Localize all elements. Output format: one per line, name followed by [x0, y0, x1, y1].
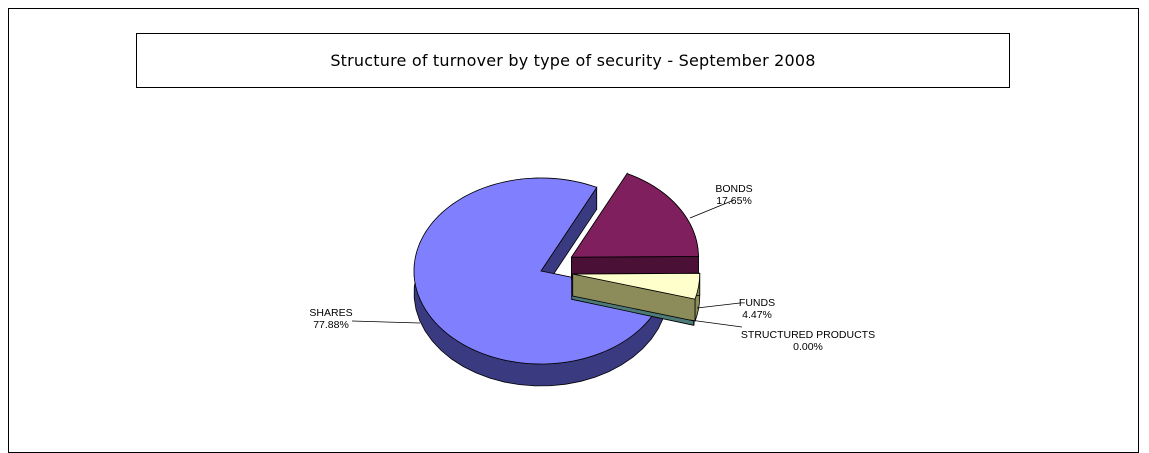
- slice-value-label: 0.00%: [793, 341, 823, 353]
- slice-name-label: FUNDS: [739, 297, 775, 309]
- leader-line: [690, 320, 742, 327]
- slice-value-label: 77.88%: [313, 319, 349, 331]
- slice-name-label: BONDS: [715, 183, 752, 195]
- slice-value-label: 17.65%: [716, 195, 752, 207]
- slice-name-label: STRUCTURED PRODUCTS: [741, 329, 875, 341]
- slice-value-label: 4.47%: [742, 309, 772, 321]
- leader-line: [352, 321, 420, 323]
- slice-name-label: SHARES: [309, 307, 352, 319]
- leader-line: [697, 303, 740, 308]
